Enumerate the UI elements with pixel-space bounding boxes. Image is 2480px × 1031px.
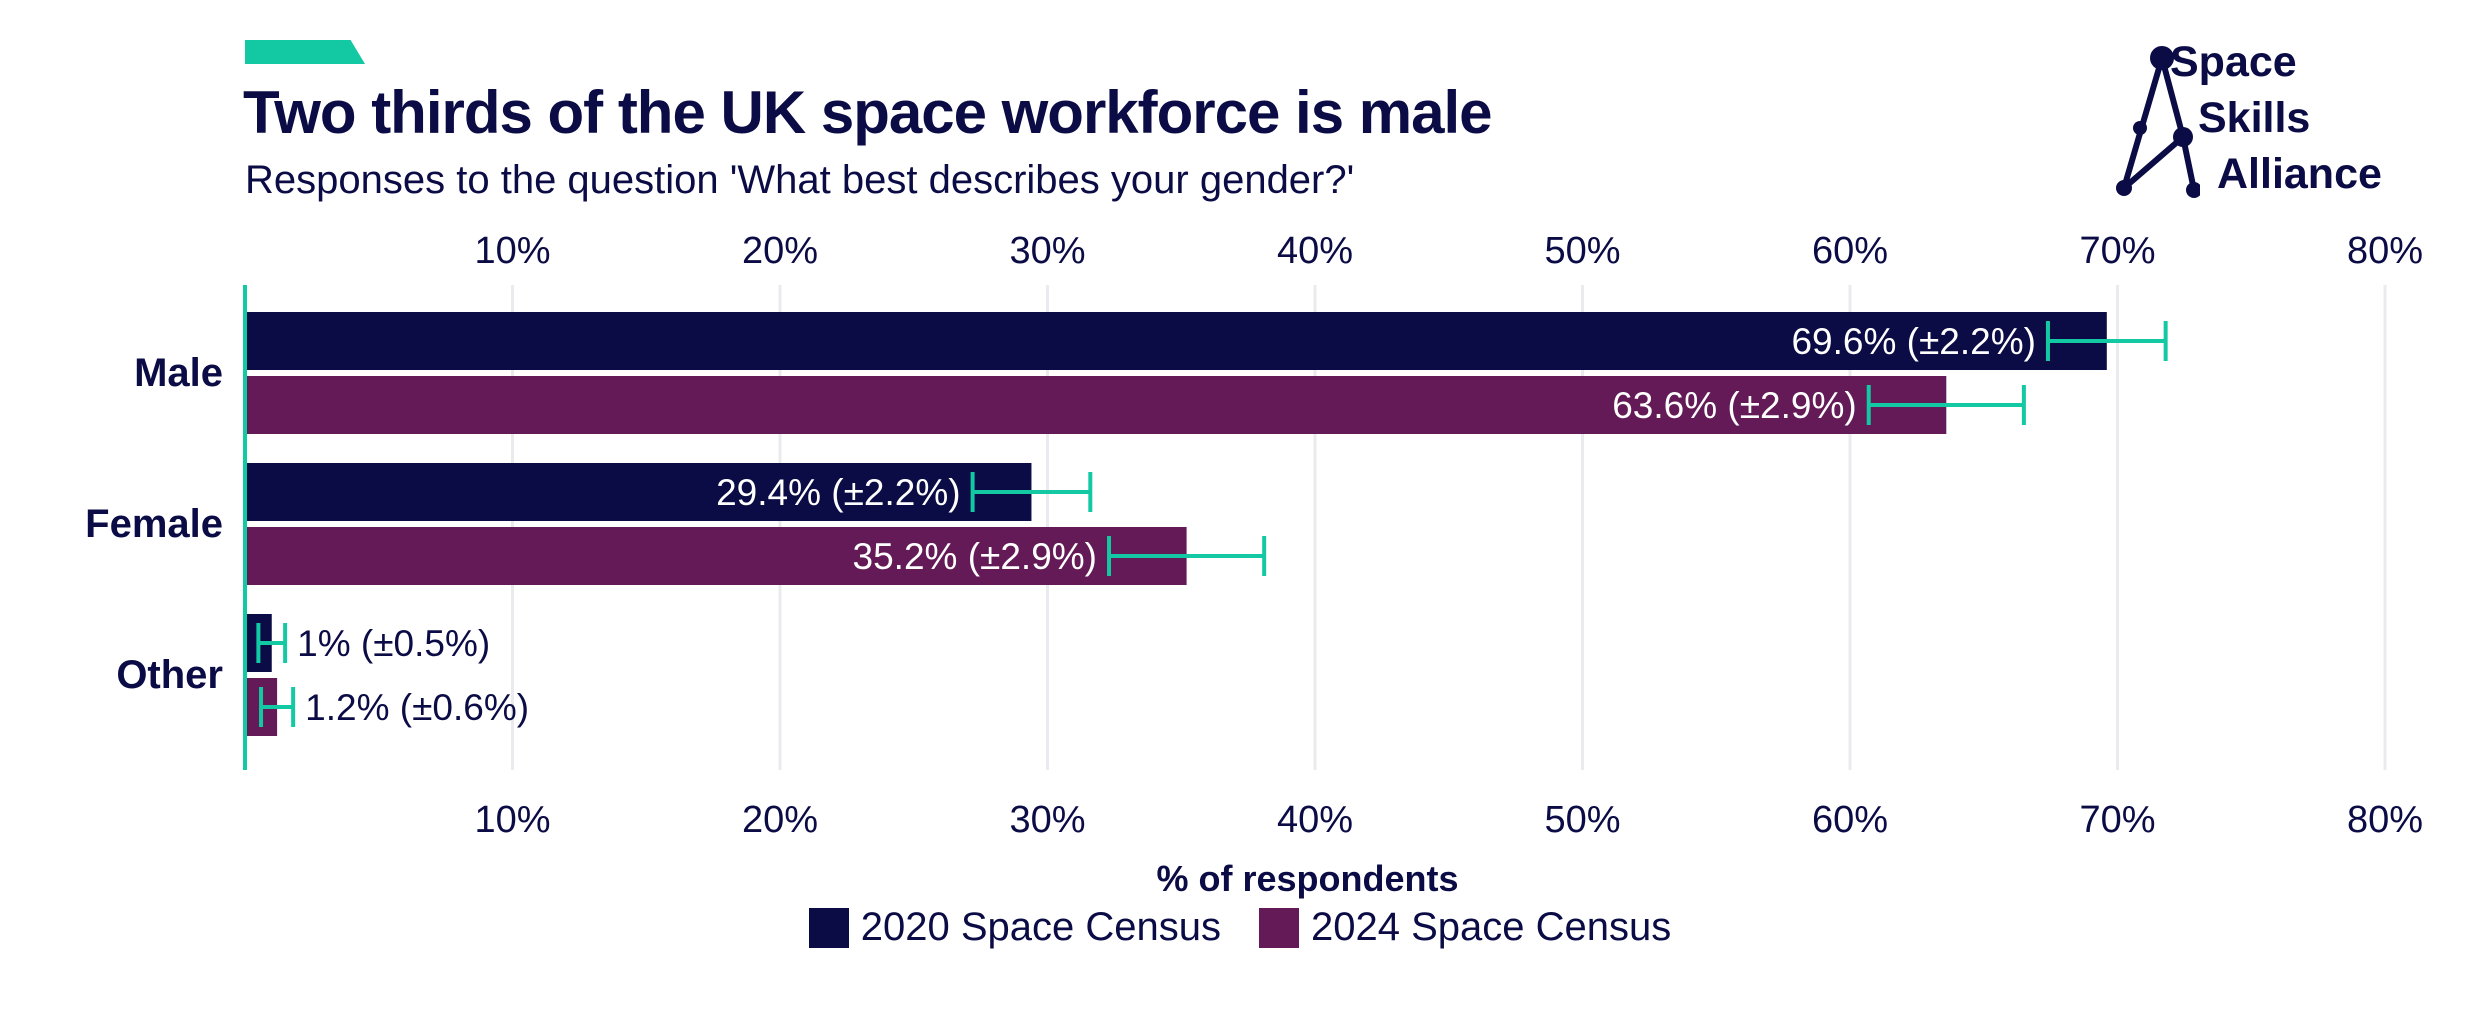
data-label-2024-male: 63.6% (±2.9%)	[1612, 385, 1856, 426]
legend: 2020 Space Census 2024 Space Census	[0, 905, 2480, 950]
tick-label-top-80: 80%	[2347, 230, 2423, 272]
legend-swatch-2024	[1259, 907, 1299, 948]
data-label-2024-other: 1.2% (±0.6%)	[305, 687, 529, 728]
logo-text-skills: Skills	[2198, 94, 2311, 142]
bar-2024-male	[245, 376, 1947, 434]
tick-label-top-30: 30%	[1009, 230, 1085, 272]
tick-label-top-20: 20%	[742, 230, 818, 272]
legend-label-2020: 2020 Space Census	[860, 905, 1221, 949]
tick-label-top-60: 60%	[1812, 230, 1888, 272]
legend-item-2024: 2024 Space Census	[1259, 905, 1671, 950]
category-label-female: Female	[85, 502, 223, 546]
logo-text-space: Space	[2170, 38, 2297, 86]
tick-label-bottom-40: 40%	[1277, 799, 1353, 841]
tick-label-top-10: 10%	[474, 230, 550, 272]
logo-text-alliance: Alliance	[2217, 150, 2382, 198]
tick-label-bottom-20: 20%	[742, 799, 818, 841]
legend-swatch-2020	[808, 907, 849, 948]
data-label-2020-other: 1% (±0.5%)	[297, 623, 490, 664]
tick-label-top-40: 40%	[1277, 230, 1353, 272]
space-skills-alliance-logo: Space Skills Alliance	[2080, 30, 2400, 210]
bar-2024-female	[245, 527, 1187, 585]
tick-label-bottom-10: 10%	[474, 799, 550, 841]
category-label-male: Male	[134, 351, 223, 395]
tick-label-top-50: 50%	[1544, 230, 1620, 272]
tick-label-bottom-80: 80%	[2347, 799, 2423, 841]
tick-label-bottom-30: 30%	[1009, 799, 1085, 841]
tick-label-bottom-50: 50%	[1544, 799, 1620, 841]
legend-label-2024: 2024 Space Census	[1311, 905, 1672, 949]
data-label-2020-male: 69.6% (±2.2%)	[1791, 321, 2035, 362]
bar-2020-female	[245, 463, 1032, 521]
tick-label-bottom-70: 70%	[2079, 799, 2155, 841]
bar-2020-male	[245, 312, 2107, 370]
data-label-2020-female: 29.4% (±2.2%)	[716, 472, 960, 513]
data-label-2024-female: 35.2% (±2.9%)	[853, 536, 1097, 577]
category-label-other: Other	[116, 653, 223, 697]
tick-label-bottom-60: 60%	[1812, 799, 1888, 841]
chart-title: Two thirds of the UK space workforce is …	[243, 79, 1493, 146]
accent-tab	[245, 40, 365, 64]
tick-label-top-70: 70%	[2079, 230, 2155, 272]
chart-subtitle: Responses to the question 'What best des…	[245, 158, 1355, 202]
constellation-icon	[2116, 46, 2200, 198]
legend-item-2020: 2020 Space Census	[808, 905, 1221, 950]
x-axis-label: % of respondents	[1156, 858, 1459, 899]
